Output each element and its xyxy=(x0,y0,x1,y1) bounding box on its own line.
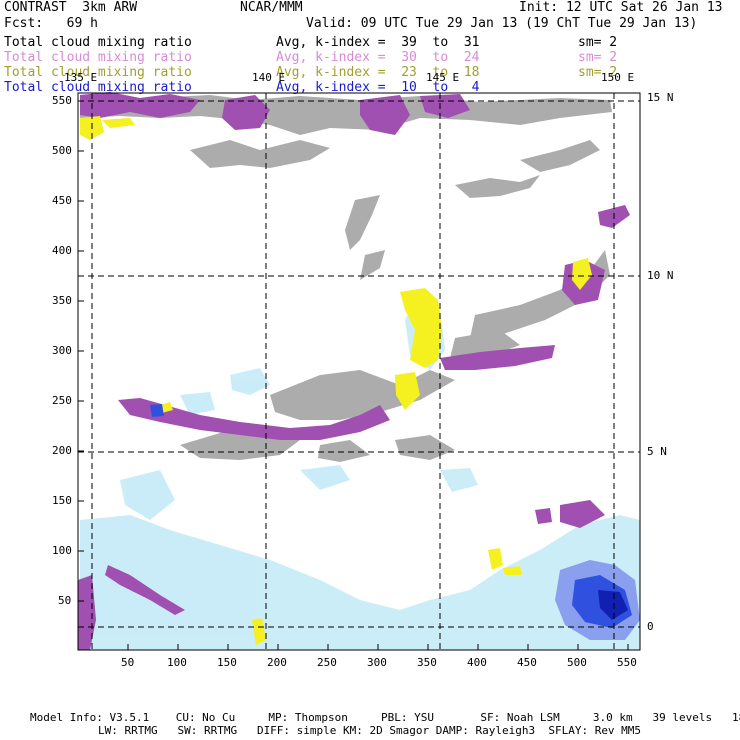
legend-avg-3: Avg, k-index = 23 to 18 xyxy=(276,65,480,80)
axis-ticks xyxy=(78,100,629,650)
lat-label-15n: 15 N xyxy=(647,91,674,104)
latlon-grid xyxy=(78,93,640,650)
center-label: NCAR/MMM xyxy=(240,0,303,15)
y-tick-label: 300 xyxy=(52,344,72,357)
y-tick-label: 500 xyxy=(52,144,72,157)
model-info-line2: LW: RRTMG SW: RRTMG DIFF: simple KM: 2D … xyxy=(98,724,642,737)
y-tick-label: 350 xyxy=(52,294,72,307)
x-tick-label: 250 xyxy=(317,656,337,669)
y-tick-label: 100 xyxy=(52,544,72,557)
model-info-line1: Model Info: V3.5.1 CU: No Cu MP: Thompso… xyxy=(30,711,740,724)
lat-label-0: 0 xyxy=(647,620,654,633)
y-tick-label: 50 xyxy=(58,594,72,607)
x-tick-label: 400 xyxy=(467,656,487,669)
y-tick-label: 150 xyxy=(52,494,72,507)
y-tick-label: 250 xyxy=(52,394,72,407)
legend-field-2: Total cloud mixing ratio xyxy=(4,50,192,65)
y-tick-label: 200 xyxy=(52,444,72,457)
lon-label-135: 135 E xyxy=(64,71,98,84)
legend-avg-2: Avg, k-index = 30 to 24 xyxy=(276,50,480,65)
lat-label-5n: 5 N xyxy=(647,445,667,458)
lat-label-10n: 10 N xyxy=(647,269,674,282)
lon-label-140: 140 E xyxy=(252,71,286,84)
legend-sm-2: sm= 2 xyxy=(578,50,618,65)
x-tick-label: 450 xyxy=(517,656,537,669)
legend-avg-1: Avg, k-index = 39 to 31 xyxy=(276,35,480,50)
legend-sm-3: sm= 2 xyxy=(578,65,618,80)
x-tick-label: 500 xyxy=(567,656,587,669)
x-tick-label: 300 xyxy=(367,656,387,669)
model-title: CONTRAST 3km ARW xyxy=(4,0,138,15)
x-tick-label: 150 xyxy=(217,656,237,669)
purple-cloud-fields xyxy=(78,92,630,650)
legend-field-4: Total cloud mixing ratio xyxy=(4,80,192,95)
lon-label-150: 150 E xyxy=(601,71,635,84)
legend-field-3: Total cloud mixing ratio xyxy=(4,65,192,80)
init-time: Init: 12 UTC Sat 26 Jan 13 xyxy=(519,0,723,15)
x-tick-label: 200 xyxy=(267,656,287,669)
forecast-hour: Fcst: 69 h xyxy=(4,16,98,31)
legend-field-1: Total cloud mixing ratio xyxy=(4,35,192,50)
legend-sm-1: sm= 2 xyxy=(578,35,618,50)
x-tick-label: 50 xyxy=(121,656,135,669)
blue-cloud-fields xyxy=(150,404,640,640)
lon-label-145: 145 E xyxy=(426,71,460,84)
valid-time: Valid: 09 UTC Tue 29 Jan 13 (19 ChT Tue … xyxy=(306,16,698,31)
plot-frame xyxy=(77,92,641,651)
x-tick-label: 100 xyxy=(167,656,187,669)
x-tick-label: 550 xyxy=(617,656,637,669)
y-tick-label: 400 xyxy=(52,244,72,257)
y-tick-label: 450 xyxy=(52,194,72,207)
y-tick-label: 550 xyxy=(52,94,72,107)
legend-avg-4: Avg, k-index = 10 to 4 xyxy=(276,80,480,95)
x-tick-label: 350 xyxy=(417,656,437,669)
